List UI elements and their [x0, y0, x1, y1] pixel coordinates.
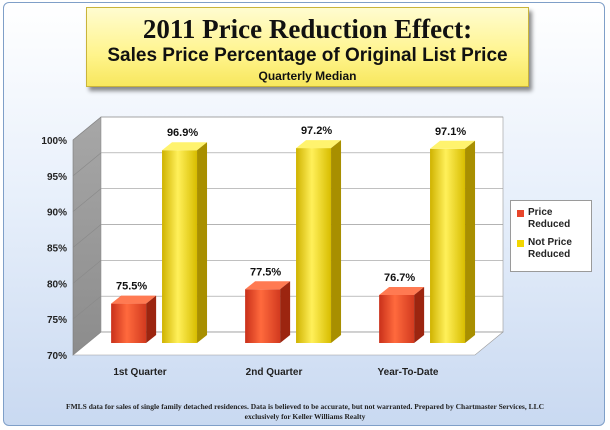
gridline	[72, 295, 102, 320]
data-label: 75.5%	[116, 281, 147, 293]
y-tick-label: 85%	[47, 244, 67, 255]
legend-swatch-not-price-reduced	[517, 240, 524, 247]
data-label: 96.9%	[167, 127, 198, 139]
legend-swatch-price-reduced	[517, 210, 524, 217]
bar-top	[296, 140, 342, 149]
y-tick-label: 75%	[47, 315, 67, 326]
title-box: 2011 Price Reduction Effect: Sales Price…	[86, 7, 529, 87]
bar-price-reduced	[379, 294, 415, 343]
chart-title: 2011 Price Reduction Effect:	[142, 14, 473, 44]
data-label: 76.7%	[384, 272, 415, 284]
bar-top	[379, 286, 425, 295]
y-tick-label: 95%	[47, 172, 67, 183]
footer-line: FMLS data for sales of single family det…	[65, 402, 544, 411]
footer-line: exclusively for Keller Williams Realty	[244, 412, 366, 421]
bar-not-price-reduced	[296, 148, 332, 343]
legend: Price Reduced Not Price Reduced	[510, 200, 592, 272]
x-tick-label: Year-To-Date	[378, 367, 439, 378]
chart-caption: Quarterly Median	[258, 69, 357, 83]
x-tick-label: 2nd Quarter	[246, 367, 303, 378]
bar-side	[280, 281, 291, 343]
bar-top	[111, 295, 157, 304]
bar-price-reduced	[245, 289, 281, 343]
data-label: 97.1%	[435, 126, 466, 138]
gridline	[72, 331, 102, 356]
legend-label: Price Reduced	[528, 207, 571, 230]
bar-side	[197, 142, 208, 343]
legend-item-not-price-reduced: Not Price Reduced	[517, 237, 587, 261]
gridline	[72, 152, 102, 177]
bar-top	[430, 140, 476, 149]
bar-not-price-reduced	[162, 150, 198, 343]
legend-item-price-reduced: Price Reduced	[517, 207, 587, 231]
legend-label: Not Price Reduced	[528, 237, 572, 260]
y-tick-label: 80%	[47, 279, 67, 290]
gridline	[72, 260, 102, 284]
data-label: 97.2%	[301, 125, 332, 137]
gridline	[72, 116, 102, 141]
gridline	[72, 224, 102, 248]
y-tick-label: 100%	[41, 136, 67, 147]
data-label: 77.5%	[250, 266, 281, 278]
bar-price-reduced	[111, 303, 147, 343]
bar-top	[162, 142, 208, 151]
bar-side	[414, 286, 425, 343]
bar-top	[245, 281, 291, 290]
bar-side	[146, 295, 157, 343]
bar-side	[331, 140, 342, 343]
y-tick-label: 90%	[47, 208, 67, 219]
footer-note: FMLS data for sales of single family det…	[20, 402, 590, 422]
x-tick-label: 1st Quarter	[113, 367, 166, 378]
bar-side	[465, 140, 476, 343]
chart-subtitle: Sales Price Percentage of Original List …	[107, 45, 508, 66]
gridline	[72, 188, 102, 212]
y-tick-label: 70%	[47, 351, 67, 362]
bar-not-price-reduced	[430, 148, 466, 343]
